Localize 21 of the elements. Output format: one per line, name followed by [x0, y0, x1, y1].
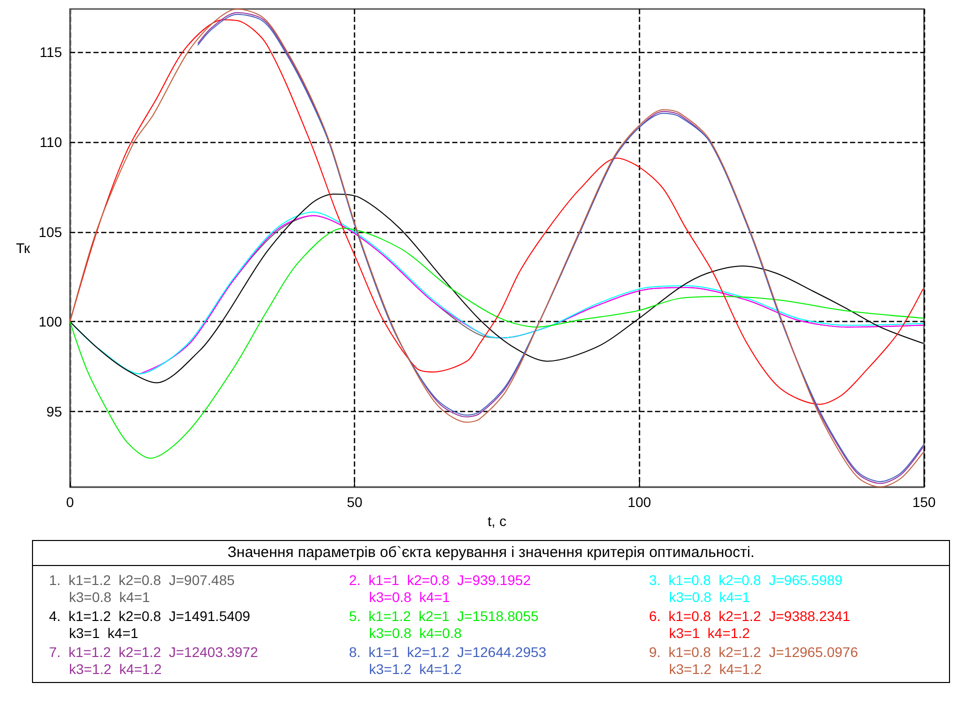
text: 6. k1=0.8 k2=1.2 J=9388.2341 k3=1 k4=1.2 [649, 608, 852, 642]
text: 9. k1=0.8 k2=1.2 J=12965.0976 k3=1.2 k4=1.2 [649, 644, 860, 678]
x-tick-label: 100 [628, 494, 652, 510]
y-tick-label: 110 [40, 134, 62, 150]
text: 7. k1=1.2 k2=1.2 J=12403.3972 k3=1.2 k4=1.2 [49, 644, 260, 678]
x-tick-label: 150 [912, 494, 936, 510]
x-tick-label: 50 [346, 494, 363, 510]
text: 1. k1=1.2 k2=0.8 J=907.485 k3=0.8 k4=1 [49, 572, 236, 606]
text: 8. k1=1 k2=1.2 J=12644.2953 k3=1.2 k4=1.2 [349, 644, 548, 678]
y-tick-label: 115 [40, 44, 62, 60]
text: 2. k1=1 k2=0.8 J=939.1952 k3=0.8 k4=1 [349, 572, 532, 606]
x-tick-label: 0 [66, 494, 74, 510]
y-tick-label: 105 [38, 224, 62, 240]
text: 5. k1=1.2 k2=1 J=1518.8055 k3=0.8 k4=0.8 [349, 608, 540, 642]
y-tick-label: 95 [46, 404, 62, 420]
y-axis-title: Тк [16, 240, 31, 256]
legend-title: Значення параметрів об`єкта керування і значення критерія оптимальності. [33, 541, 949, 566]
y-tick-label: 100 [38, 314, 62, 330]
x-axis-title: t, c [488, 512, 506, 529]
text: 4. k1=1.2 k2=0.8 J=1491.5409 k3=1 k4=1 [49, 608, 252, 642]
text: 3. k1=0.8 k2=0.8 J=965.5989 k3=0.8 k4=1 [649, 572, 844, 606]
